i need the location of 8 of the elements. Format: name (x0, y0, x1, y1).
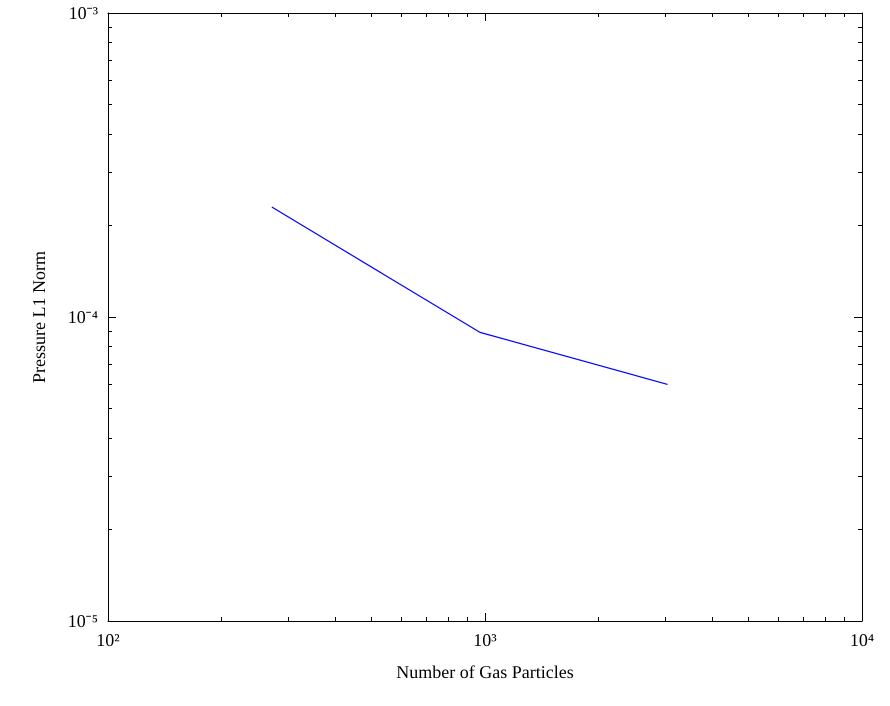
y-tick-label: 10⁻⁴ (68, 307, 98, 327)
y-tick-label: 10⁻³ (68, 3, 99, 23)
y-tick-label: 10⁻⁵ (68, 611, 98, 631)
x-tick-label: 10² (96, 630, 120, 650)
x-axis-title: Number of Gas Particles (396, 662, 574, 682)
x-tick-label: 10⁴ (850, 630, 874, 650)
x-tick-label: 10³ (473, 630, 498, 650)
y-axis-title: Pressure L1 Norm (29, 251, 49, 383)
